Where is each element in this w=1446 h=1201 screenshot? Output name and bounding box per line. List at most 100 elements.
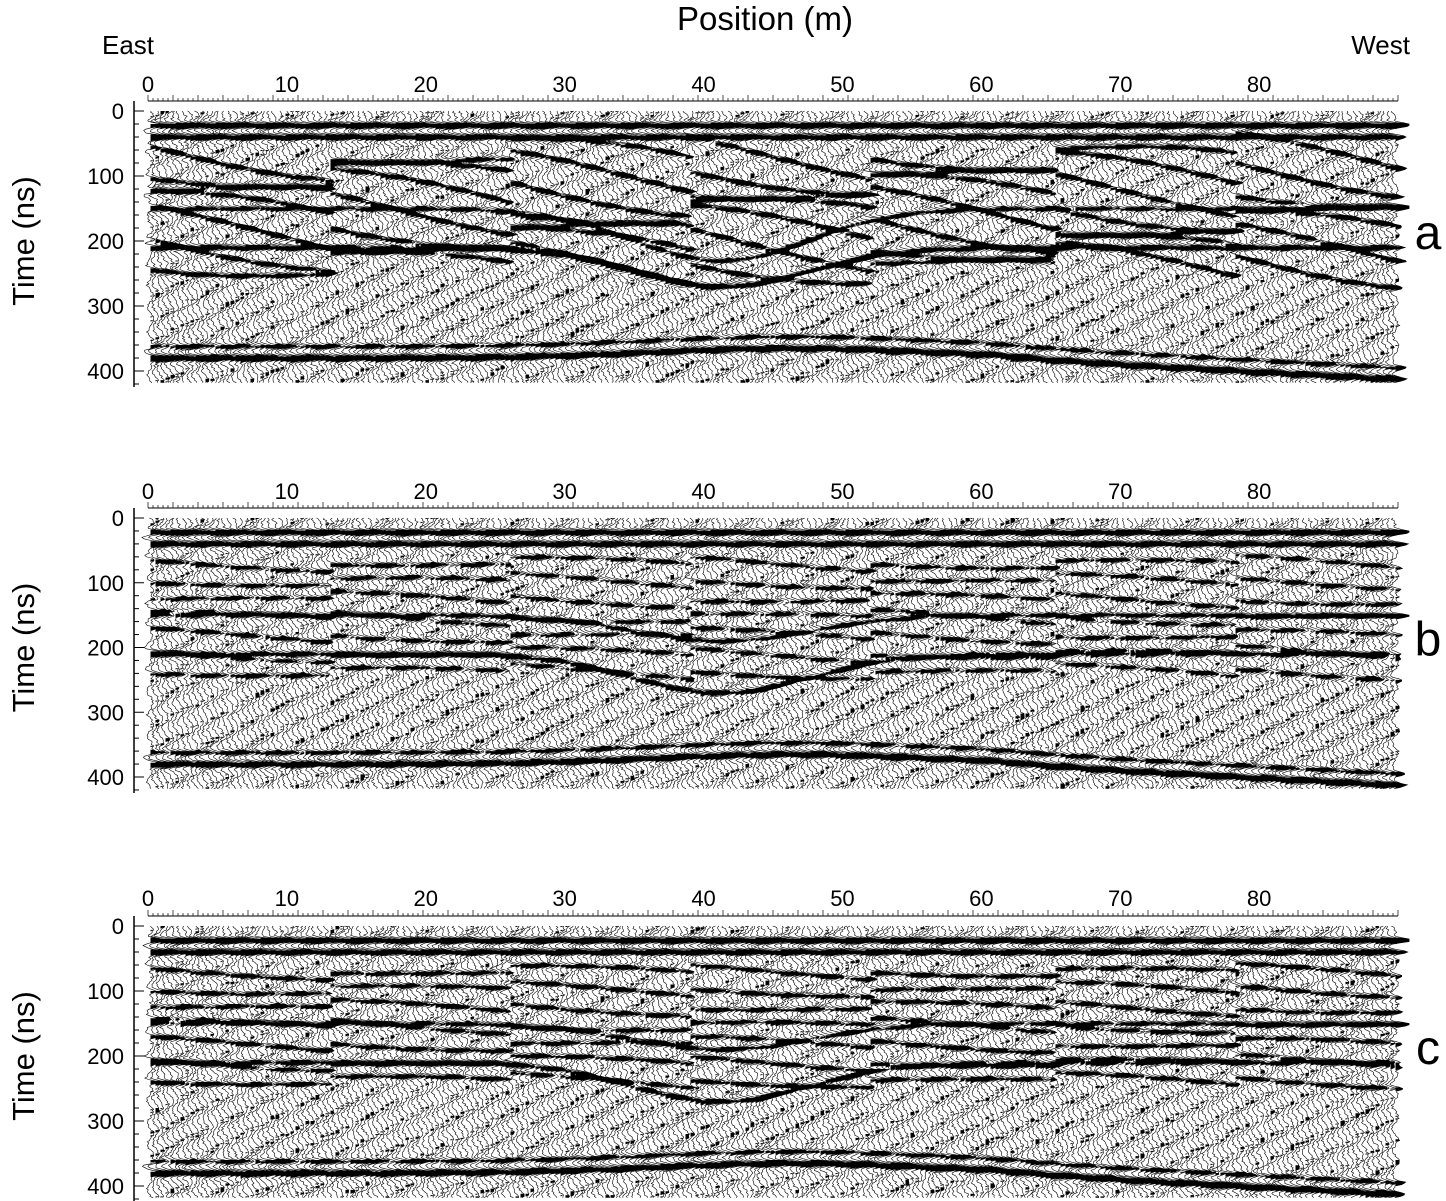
trace-fill bbox=[710, 529, 725, 783]
trace-fill bbox=[805, 937, 820, 1190]
x-tick-label: 0 bbox=[142, 479, 154, 504]
trace-fill bbox=[350, 937, 365, 1194]
trace-wiggle bbox=[978, 925, 1000, 1198]
trace-wiggle bbox=[652, 110, 675, 383]
trace-fill bbox=[545, 937, 560, 1186]
trace-fill bbox=[400, 937, 415, 1192]
trace-wiggle bbox=[928, 925, 950, 1198]
trace-fill bbox=[955, 937, 970, 1183]
trace-wiggle bbox=[580, 110, 605, 383]
trace-fill bbox=[230, 937, 245, 1186]
trace-wiggle bbox=[986, 925, 1010, 1198]
trace-fill bbox=[960, 929, 975, 1183]
trace-fill bbox=[615, 111, 630, 378]
trace-wiggle bbox=[261, 925, 285, 1198]
trace-fill bbox=[635, 122, 650, 369]
trace-fill bbox=[625, 122, 640, 377]
x-tick-label: 10 bbox=[275, 479, 299, 504]
trace-fill bbox=[1085, 937, 1100, 1183]
trace-fill bbox=[1065, 531, 1080, 787]
trace-fill bbox=[690, 521, 705, 789]
x-tick-label: 50 bbox=[830, 479, 854, 504]
trace-wiggle bbox=[906, 517, 930, 789]
y-tick-label: 300 bbox=[87, 1109, 124, 1134]
trace-wiggle bbox=[541, 925, 565, 1198]
y-tick-label: 0 bbox=[112, 914, 124, 939]
trace-fill bbox=[1180, 931, 1195, 1188]
trace-wiggle bbox=[212, 517, 235, 789]
trace-fill bbox=[750, 939, 765, 1192]
trace-fill bbox=[150, 929, 165, 1177]
trace-wiggle bbox=[850, 110, 875, 383]
trace-fill bbox=[1395, 122, 1410, 383]
trace-fill bbox=[885, 124, 900, 356]
trace-wiggle bbox=[393, 110, 415, 383]
trace-fill bbox=[610, 518, 625, 789]
trace-wiggle bbox=[877, 517, 901, 789]
y-tick-label: 100 bbox=[87, 571, 124, 596]
trace-wiggle bbox=[578, 517, 600, 789]
trace-wiggle bbox=[619, 517, 640, 789]
x-tick-label: 30 bbox=[552, 479, 576, 504]
trace-fill bbox=[555, 531, 570, 774]
y-tick-label: 0 bbox=[112, 99, 124, 124]
trace-fill bbox=[1040, 122, 1055, 371]
trace-wiggle bbox=[1248, 517, 1270, 789]
trace-wiggle bbox=[981, 925, 1005, 1198]
trace-wiggle bbox=[806, 517, 830, 789]
trace-wiggle bbox=[573, 517, 595, 789]
trace-fill bbox=[660, 939, 675, 1198]
trace-wiggle bbox=[351, 110, 375, 383]
trace-wiggle bbox=[594, 925, 615, 1198]
trace-wiggle bbox=[611, 110, 635, 383]
trace-wiggle bbox=[807, 110, 830, 383]
y-tick-label: 200 bbox=[87, 1044, 124, 1069]
y-tick-label: 0 bbox=[112, 506, 124, 531]
trace-fill bbox=[950, 937, 965, 1184]
trace-fill bbox=[500, 529, 515, 777]
trace-wiggle bbox=[902, 925, 925, 1198]
trace-fill bbox=[1250, 122, 1265, 377]
trace-fill bbox=[225, 529, 240, 780]
trace-wiggle bbox=[484, 925, 505, 1198]
trace-fill bbox=[1295, 529, 1310, 784]
y-tick-label: 400 bbox=[87, 1174, 124, 1199]
panel-b-traces bbox=[141, 517, 1410, 789]
trace-fill bbox=[1205, 529, 1220, 780]
trace-fill bbox=[375, 116, 390, 364]
trace-fill bbox=[645, 114, 660, 368]
trace-fill bbox=[950, 529, 965, 779]
trace-fill bbox=[990, 529, 1005, 779]
x-tick-label: 70 bbox=[1108, 72, 1132, 97]
y-tick-label: 300 bbox=[87, 700, 124, 725]
trace-fill bbox=[820, 937, 835, 1181]
trace-fill bbox=[1265, 122, 1280, 377]
trace-fill bbox=[525, 124, 540, 382]
trace-wiggle bbox=[1251, 517, 1275, 789]
trace-wiggle bbox=[883, 925, 905, 1198]
trace-wiggle bbox=[613, 517, 635, 789]
trace-fill bbox=[560, 518, 575, 789]
trace-wiggle bbox=[637, 925, 660, 1198]
trace-wiggle bbox=[557, 925, 580, 1198]
trace-fill bbox=[830, 518, 845, 789]
trace-wiggle bbox=[892, 517, 915, 789]
trace-fill bbox=[315, 529, 330, 777]
trace-wiggle bbox=[627, 517, 650, 789]
trace-fill bbox=[1070, 122, 1085, 378]
trace-fill bbox=[595, 931, 610, 1184]
trace-fill bbox=[1050, 113, 1065, 365]
trace-fill bbox=[985, 122, 1000, 375]
trace-fill bbox=[875, 518, 890, 789]
trace-fill bbox=[825, 523, 840, 789]
trace-fill bbox=[1270, 114, 1285, 377]
trace-fill bbox=[1090, 929, 1105, 1183]
trace-wiggle bbox=[848, 925, 870, 1198]
x-tick-label: 50 bbox=[830, 72, 854, 97]
trace-wiggle bbox=[827, 110, 851, 383]
trace-fill bbox=[1065, 939, 1080, 1196]
trace-fill bbox=[600, 931, 615, 1181]
trace-wiggle bbox=[907, 110, 930, 383]
trace-fill bbox=[395, 939, 410, 1194]
trace-wiggle bbox=[722, 110, 746, 383]
